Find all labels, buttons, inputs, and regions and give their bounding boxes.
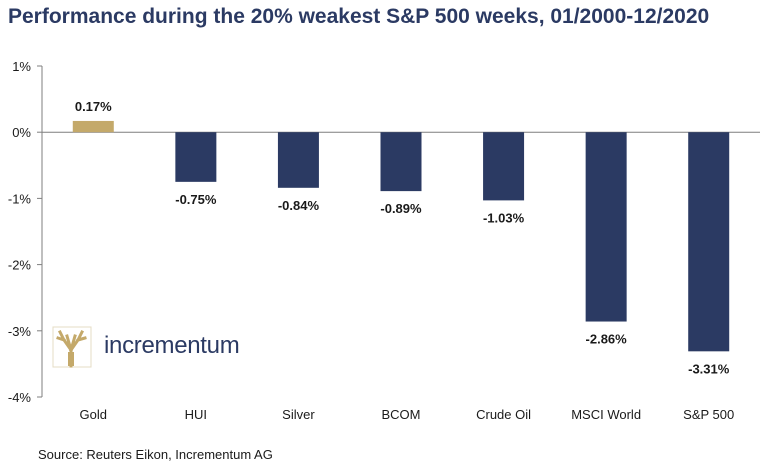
x-tick-label: Crude Oil	[476, 407, 531, 422]
data-label: -1.03%	[483, 210, 525, 225]
data-label: -2.86%	[586, 332, 628, 347]
tree-icon	[52, 326, 92, 368]
bar-hui	[175, 132, 217, 182]
y-tick-label: 1%	[12, 59, 31, 74]
bar-gold	[72, 120, 114, 133]
bar-msci-world	[585, 132, 627, 322]
data-label: -0.75%	[175, 192, 217, 207]
data-label: -0.89%	[380, 201, 422, 216]
bar-crude-oil	[483, 132, 525, 201]
source-note: Source: Reuters Eikon, Incrementum AG	[38, 447, 273, 462]
x-tick-label: Silver	[282, 407, 315, 422]
bar-bcom	[380, 132, 422, 192]
x-tick-label: HUI	[185, 407, 207, 422]
logo-text: incrementum	[104, 332, 240, 359]
x-tick-label: BCOM	[382, 407, 421, 422]
y-tick-label: -3%	[8, 324, 32, 339]
x-tick-label: S&P 500	[683, 407, 734, 422]
incrementum-logo: incrementum	[52, 326, 252, 372]
y-tick-label: -2%	[8, 258, 32, 273]
bar-silver	[277, 132, 319, 188]
y-tick-label: 0%	[12, 125, 31, 140]
x-tick-label: Gold	[80, 407, 107, 422]
data-label: 0.17%	[75, 99, 112, 114]
data-label: -0.84%	[278, 198, 320, 213]
data-label: -3.31%	[688, 361, 730, 376]
chart-labels: 0.17% Gold -0.75% HUI -0.84% Silver -0.89% BCOM…	[75, 99, 734, 422]
x-tick-label: MSCI World	[571, 407, 641, 422]
chart-title: Performance during the 20% weakest S&P 5…	[8, 5, 710, 28]
bar-chart: 1% 0% -1% -2% -3% -4% 0.17% Gold -0.75% HUI -0.84…	[8, 59, 760, 422]
y-tick-label: -4%	[8, 390, 32, 405]
chart-bars	[72, 120, 730, 352]
y-tick-label: -1%	[8, 191, 32, 206]
bar-s-p-500	[688, 132, 730, 352]
